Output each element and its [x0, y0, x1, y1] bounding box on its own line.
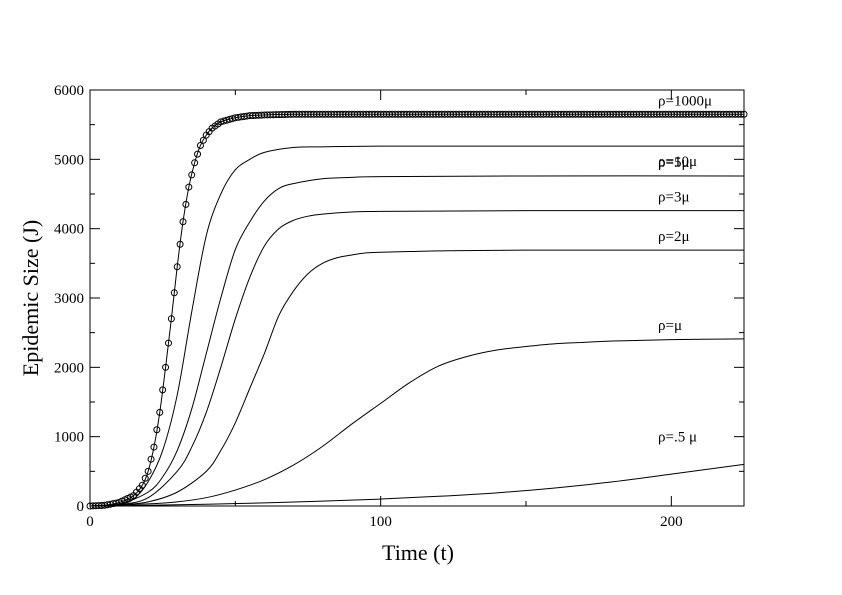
series-marker-0 — [162, 363, 170, 371]
series-label-6: ρ=.5 μ — [658, 430, 697, 446]
series-label-0: ρ=1000μ — [658, 93, 712, 109]
axis-ticks — [89, 89, 744, 507]
series-curves — [89, 113, 745, 507]
x-tick-label: 100 — [369, 514, 392, 530]
series-label-1: ρ=10μ — [658, 154, 697, 170]
series-marker-0 — [737, 110, 745, 118]
y-tick-label: 1000 — [54, 430, 84, 446]
series-marker-0 — [150, 443, 158, 451]
series-marker-0 — [141, 474, 149, 482]
x-tick-label: 0 — [86, 514, 94, 530]
series-markers — [86, 110, 748, 510]
series-marker-0 — [164, 339, 172, 347]
series-marker-0 — [185, 183, 193, 191]
x-axis-label: Time (t) — [382, 540, 454, 565]
y-tick-label: 6000 — [54, 83, 84, 99]
y-tick-label: 5000 — [54, 152, 84, 168]
series-marker-0 — [179, 218, 187, 226]
series-label-4: ρ=2μ — [658, 229, 690, 245]
series-marker-0 — [138, 481, 146, 489]
series-marker-0 — [173, 263, 181, 271]
series-marker-0 — [156, 408, 164, 416]
series-marker-0 — [191, 159, 199, 167]
series-marker-0 — [199, 136, 207, 144]
y-tick-label: 2000 — [54, 360, 84, 376]
series-label-2: ρ=5μ — [658, 155, 690, 171]
series-line-5 — [89, 338, 745, 507]
y-tick-label: 4000 — [54, 222, 84, 238]
series-line-2 — [89, 175, 745, 507]
series-marker-0 — [176, 240, 184, 248]
y-axis-label: Epidemic Size (J) — [18, 220, 43, 376]
series-line-3 — [89, 210, 745, 507]
series-label-5: ρ=μ — [658, 318, 682, 334]
series-marker-0 — [153, 426, 161, 434]
series-marker-0 — [196, 141, 204, 149]
series-line-0 — [89, 113, 744, 507]
plot-border — [89, 89, 745, 507]
series-marker-0 — [194, 150, 202, 158]
series-marker-0 — [740, 110, 748, 118]
series-line-6 — [89, 463, 745, 507]
y-tick-label: 0 — [77, 499, 85, 515]
series-marker-0 — [167, 315, 175, 323]
series-marker-0 — [147, 455, 155, 463]
series-marker-0 — [144, 467, 152, 475]
series-label-3: ρ=3μ — [658, 190, 690, 206]
series-line-4 — [89, 249, 745, 507]
series-marker-0 — [182, 200, 190, 208]
series-marker-0 — [170, 289, 178, 297]
y-tick-label: 3000 — [54, 291, 84, 307]
x-tick-label: 200 — [660, 514, 683, 530]
series-marker-0 — [188, 171, 196, 179]
series-marker-0 — [159, 386, 167, 394]
series-line-1 — [89, 145, 744, 507]
plot-frame — [89, 89, 745, 507]
